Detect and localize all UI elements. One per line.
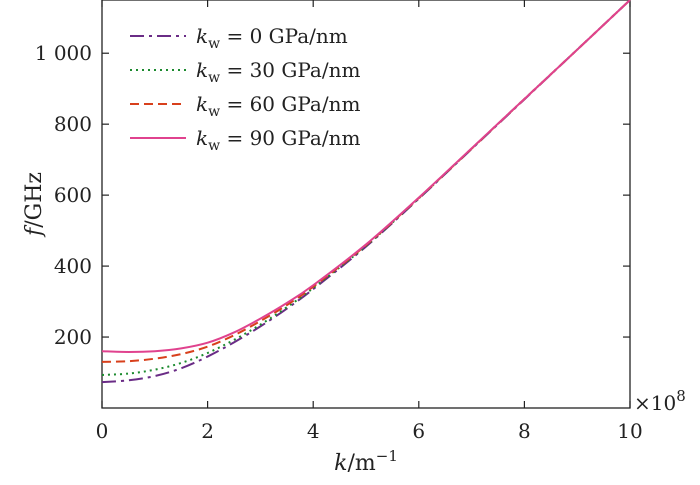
- x-tick-label: 6: [412, 419, 425, 443]
- legend: kw = 0 GPa/nm kw = 30 GPa/nm kw = 60 GPa/n…: [130, 24, 360, 154]
- y-axis-title: f/GHz: [22, 172, 47, 238]
- y-tick-label: 600: [54, 183, 92, 207]
- x-tick-label: 8: [518, 419, 531, 443]
- y-axis: 200 400 600 800 1 000: [35, 41, 630, 349]
- legend-label: kw = 0 GPa/nm: [196, 24, 348, 52]
- series-line: [101, 0, 631, 353]
- x-tick-label: 2: [201, 419, 214, 443]
- x-axis: 0 2 4 6 8 10: [96, 0, 643, 443]
- y-tick-label: 1 000: [35, 41, 92, 65]
- x-tick-label: 0: [96, 419, 109, 443]
- y-tick-label: 200: [54, 325, 92, 349]
- x-tick-label: 4: [307, 419, 320, 443]
- y-tick-label: 800: [54, 112, 92, 136]
- series-line: [101, 0, 631, 384]
- y-tick-label: 400: [54, 254, 92, 278]
- legend-label: kw = 90 GPa/nm: [196, 126, 360, 154]
- legend-label: kw = 30 GPa/nm: [196, 58, 360, 86]
- legend-label: kw = 60 GPa/nm: [196, 92, 360, 120]
- series-line: [101, 0, 631, 363]
- series-layer: [101, 0, 631, 384]
- x-axis-title: k/m−1: [334, 447, 398, 476]
- x-multiplier: ×108: [634, 387, 686, 415]
- plot-frame: [101, 0, 631, 409]
- x-tick-label: 10: [617, 419, 642, 443]
- series-line: [101, 0, 631, 377]
